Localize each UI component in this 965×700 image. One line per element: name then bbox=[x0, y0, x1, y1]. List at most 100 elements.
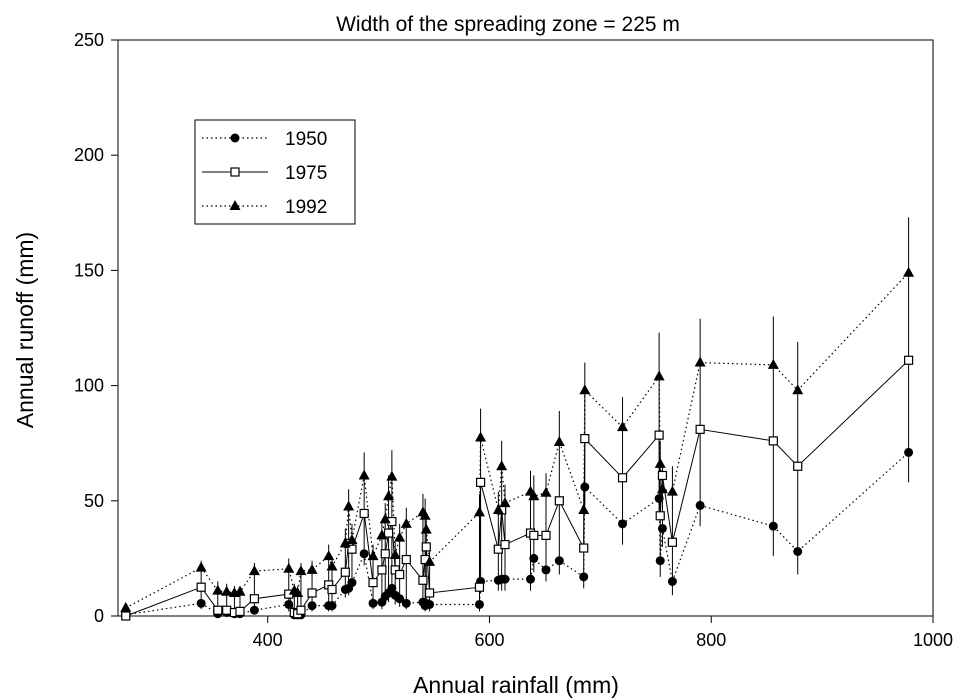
point-1992 bbox=[343, 500, 355, 511]
point-1992 bbox=[579, 384, 591, 395]
point-1975 bbox=[383, 528, 394, 538]
point-1992 bbox=[666, 485, 678, 496]
point-1992 bbox=[499, 497, 511, 508]
point-1992 bbox=[379, 513, 391, 524]
x-tick-label: 1000 bbox=[913, 630, 953, 650]
chart-title: Width of the spreading zone = 225 m bbox=[336, 13, 680, 36]
series-lines bbox=[125, 272, 910, 617]
point-1992 bbox=[903, 266, 915, 277]
point-1950 bbox=[529, 553, 539, 563]
point-1992 bbox=[283, 562, 295, 573]
point-1950 bbox=[654, 493, 664, 503]
series-line-1992 bbox=[125, 272, 910, 609]
point-1975 bbox=[793, 461, 803, 471]
point-1975 bbox=[617, 473, 628, 483]
point-1975 bbox=[529, 530, 539, 540]
axis-ticks: 400 600 800 1000 0 50 100 150 200 250 bbox=[74, 30, 953, 650]
point-1975 bbox=[222, 605, 232, 615]
point-1992 bbox=[248, 565, 260, 576]
series-line-1975 bbox=[125, 359, 909, 617]
point-1975 bbox=[235, 606, 245, 616]
y-tick-label: 50 bbox=[84, 491, 104, 511]
series-line-1950 bbox=[125, 451, 909, 616]
point-1975 bbox=[377, 565, 387, 575]
plot-area-frame bbox=[117, 39, 934, 617]
y-tick-label: 150 bbox=[74, 260, 104, 280]
point-1950 bbox=[695, 500, 705, 510]
point-1992 bbox=[492, 504, 504, 515]
y-tick-label: 200 bbox=[74, 145, 104, 165]
point-1950 bbox=[387, 583, 397, 593]
point-1992 bbox=[578, 504, 590, 515]
point-1975 bbox=[340, 567, 350, 577]
point-1992 bbox=[358, 469, 370, 480]
point-1950 bbox=[474, 599, 484, 609]
point-1992 bbox=[653, 370, 665, 381]
point-1992 bbox=[120, 601, 132, 612]
point-1975 bbox=[359, 508, 369, 519]
point-1975 bbox=[580, 433, 590, 444]
point-1950 bbox=[425, 599, 435, 609]
legend-marker-1950 bbox=[230, 133, 240, 143]
point-1992 bbox=[424, 555, 436, 566]
point-1975 bbox=[327, 584, 337, 595]
point-1975 bbox=[657, 470, 668, 481]
point-1975 bbox=[421, 542, 431, 552]
point-1950 bbox=[655, 556, 665, 566]
point-1950 bbox=[904, 447, 914, 457]
y-tick-label: 250 bbox=[74, 30, 104, 50]
y-tick-label: 100 bbox=[74, 376, 104, 396]
point-1992 bbox=[295, 565, 307, 576]
point-1950 bbox=[541, 565, 551, 575]
point-1992 bbox=[326, 560, 338, 571]
point-1975 bbox=[347, 544, 357, 554]
point-1992 bbox=[767, 358, 779, 369]
point-1950 bbox=[580, 482, 590, 492]
point-1950 bbox=[618, 519, 628, 529]
point-1992 bbox=[792, 384, 804, 395]
point-1950 bbox=[768, 521, 778, 531]
point-1975 bbox=[401, 554, 411, 565]
legend-label: 1975 bbox=[285, 163, 327, 184]
point-1975 bbox=[121, 611, 131, 621]
point-1992 bbox=[473, 506, 485, 517]
point-1950 bbox=[196, 598, 206, 608]
point-1950 bbox=[667, 576, 677, 586]
point-1992 bbox=[656, 483, 668, 494]
point-1992 bbox=[221, 585, 233, 596]
point-1950 bbox=[249, 605, 259, 615]
point-1975 bbox=[395, 569, 405, 580]
point-1992 bbox=[419, 509, 431, 520]
series-markers bbox=[120, 266, 915, 621]
point-1975 bbox=[418, 575, 428, 585]
point-1975 bbox=[768, 436, 778, 446]
point-1975 bbox=[654, 430, 664, 440]
legend-label: 1950 bbox=[285, 129, 327, 150]
x-tick-label: 400 bbox=[253, 630, 283, 650]
point-1992 bbox=[420, 523, 432, 534]
point-1975 bbox=[655, 511, 665, 521]
y-axis-label: Annual runoff (mm) bbox=[12, 232, 38, 428]
point-1992 bbox=[346, 533, 358, 544]
point-1975 bbox=[368, 577, 378, 588]
point-1975 bbox=[474, 582, 485, 592]
point-1992 bbox=[339, 537, 351, 548]
legend-marker-1975 bbox=[230, 167, 240, 177]
legend-marker-1992 bbox=[229, 200, 241, 210]
point-1992 bbox=[496, 460, 508, 471]
point-1992 bbox=[389, 548, 401, 559]
point-1992 bbox=[475, 431, 487, 442]
point-1975 bbox=[249, 594, 259, 604]
point-1992 bbox=[376, 529, 388, 540]
point-1950 bbox=[327, 601, 337, 611]
legend-label: 1992 bbox=[285, 197, 327, 218]
point-1950 bbox=[657, 523, 667, 533]
point-1950 bbox=[395, 594, 405, 604]
point-1975 bbox=[380, 549, 390, 559]
point-1950 bbox=[307, 601, 317, 611]
point-1975 bbox=[296, 605, 306, 615]
point-1975 bbox=[667, 537, 678, 547]
point-1950 bbox=[554, 556, 564, 566]
point-1950 bbox=[525, 574, 535, 584]
